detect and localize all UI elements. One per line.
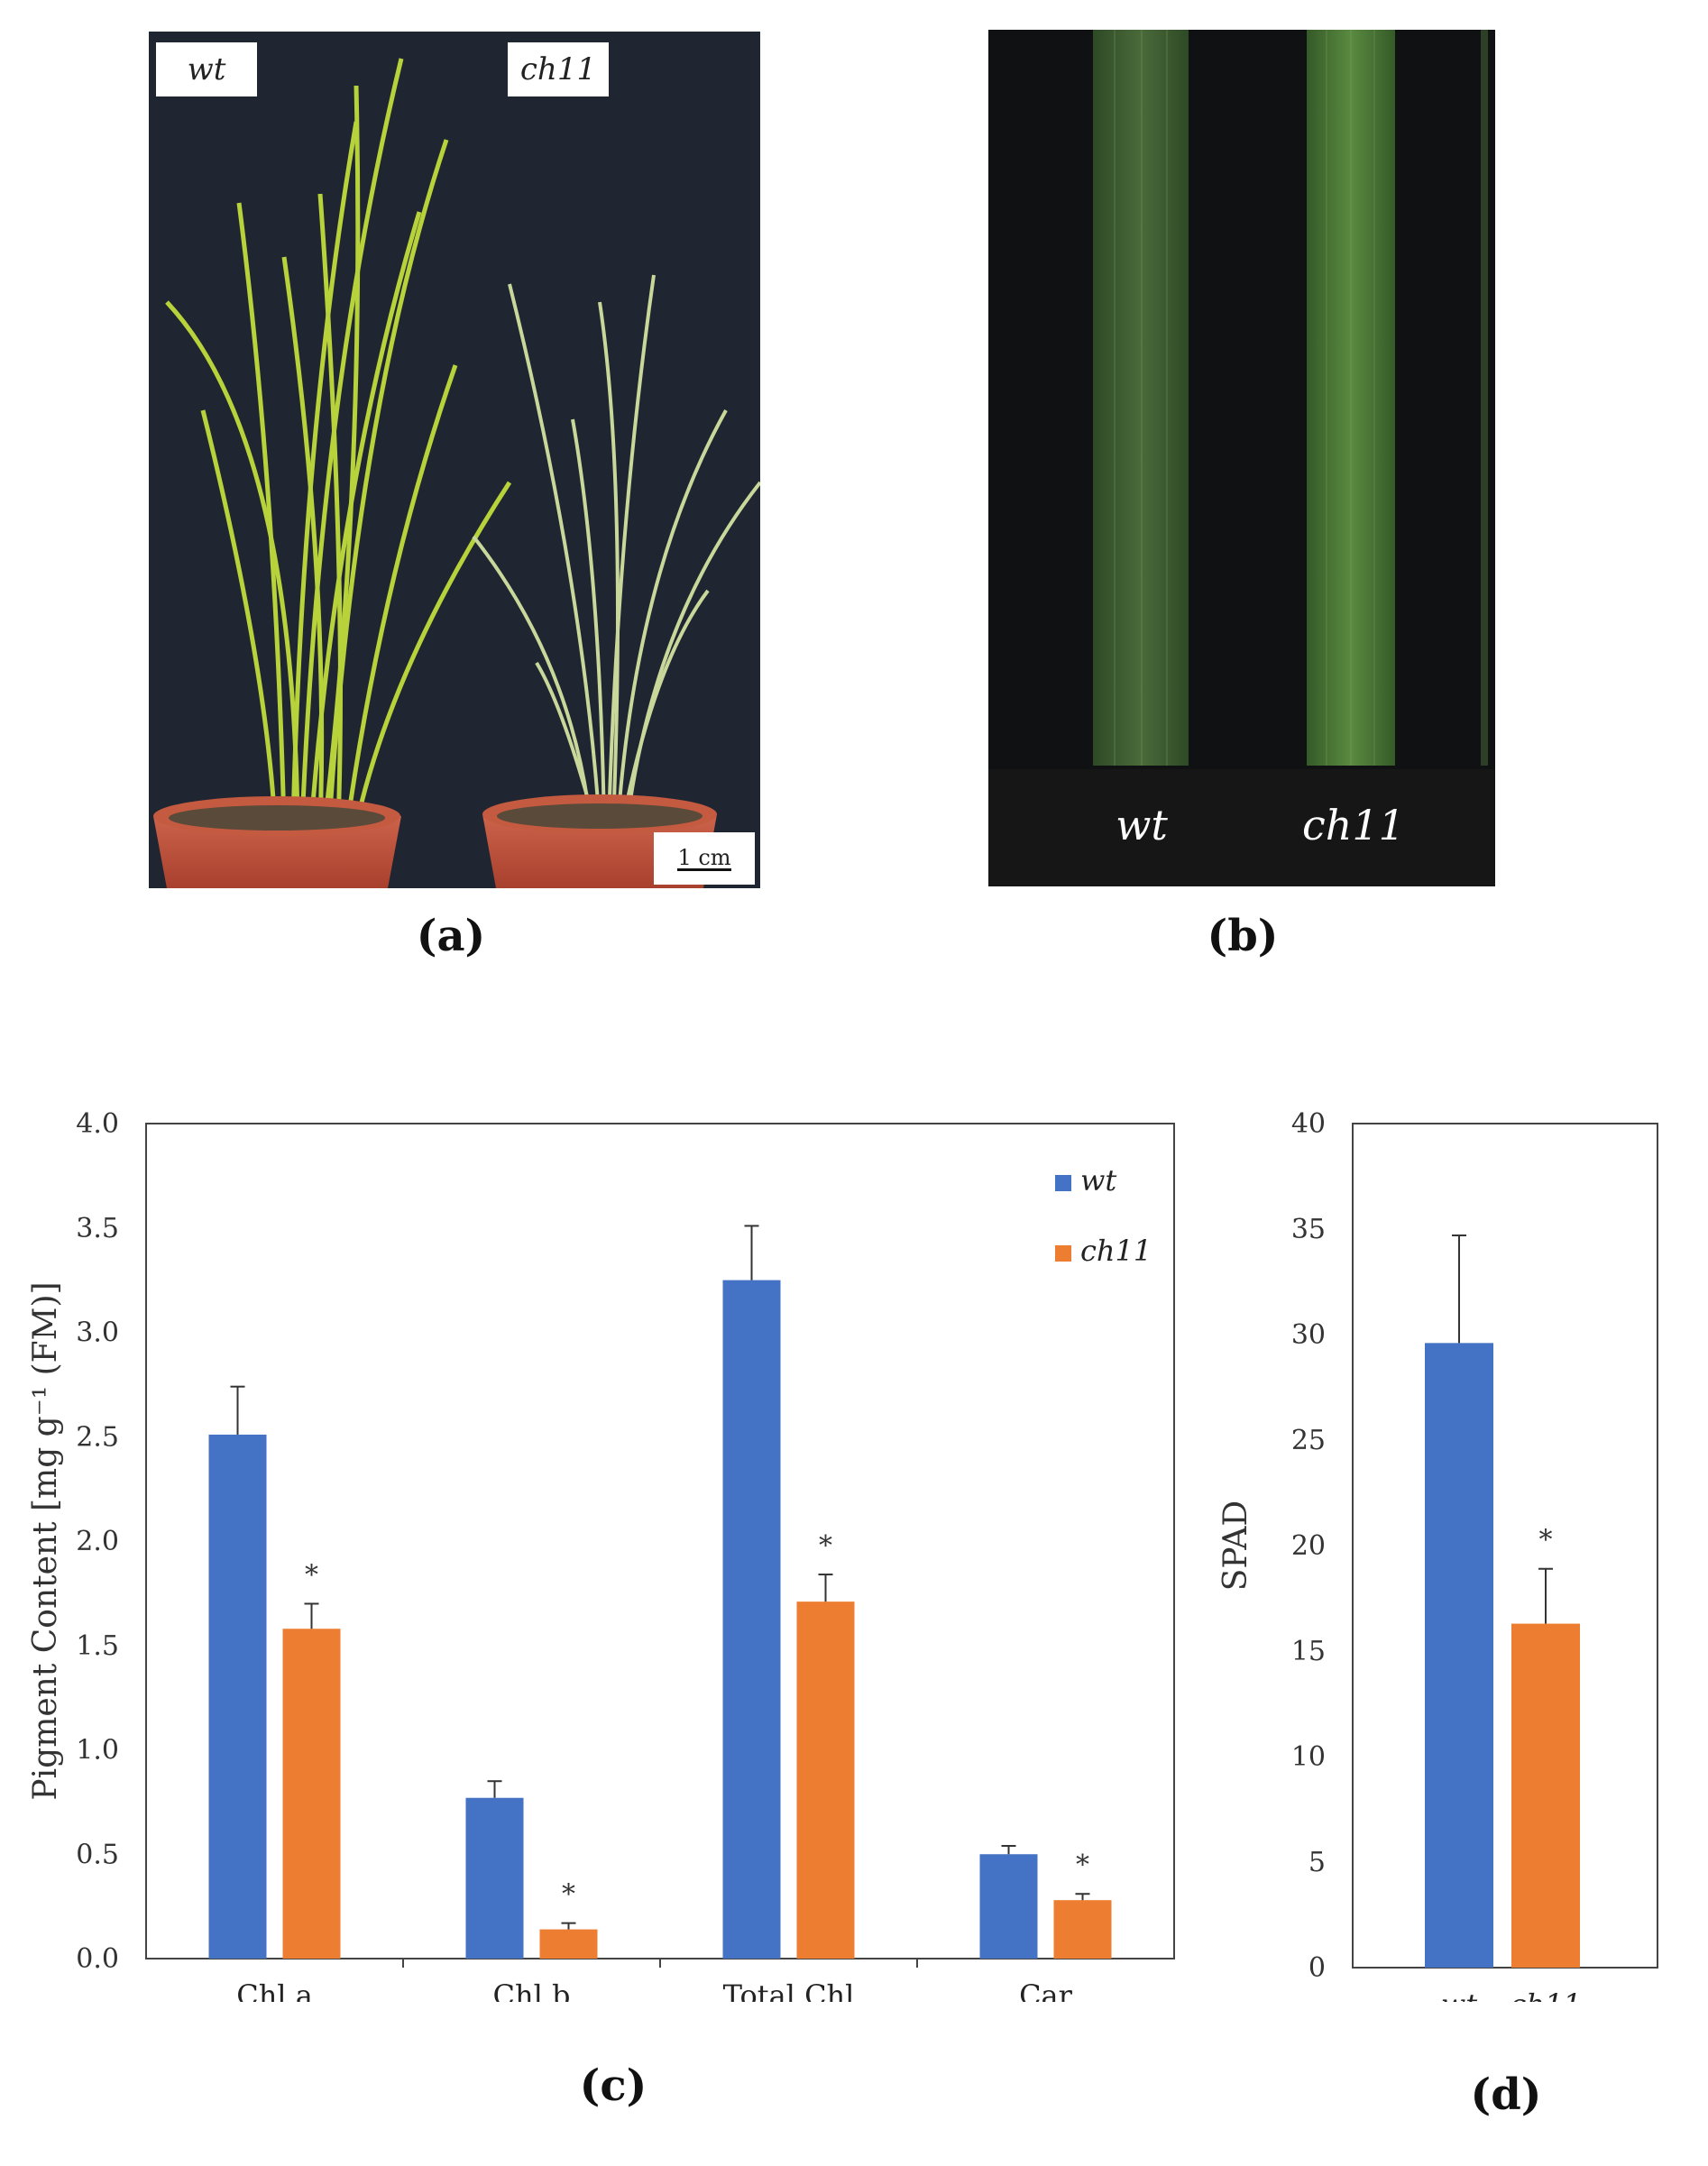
y-tick-label: 5 [1309, 1847, 1326, 1878]
y-tick-label: 35 [1291, 1214, 1326, 1245]
legend-label-ch11: ch11 [1080, 1234, 1152, 1268]
x-tick-label: Total Chl [723, 1978, 855, 2002]
y-tick-label: 4.0 [76, 1108, 119, 1140]
y-tick-label: 30 [1291, 1319, 1326, 1351]
panel-c-label: (c) [579, 2060, 647, 2111]
x-tick-label: Chl a [236, 1978, 313, 2002]
wt-tag: wt [156, 42, 257, 96]
panel-a-photo: wt ch11 1 cm [149, 32, 760, 888]
significance-marker: * [1076, 1849, 1089, 1881]
bar-ch11 [1053, 1900, 1112, 1959]
y-tick-label: 15 [1291, 1636, 1326, 1667]
panel-a-label: (a) [416, 911, 486, 961]
y-tick-label: 20 [1291, 1530, 1326, 1562]
y-tick-label: 0 [1309, 1952, 1326, 1984]
y-axis-label: Pigment Content [mg g⁻¹ (FM)] [27, 1281, 64, 1800]
bar-wt [1425, 1343, 1493, 1968]
legend-swatch-ch11 [1055, 1245, 1071, 1262]
bar-wt [465, 1797, 524, 1959]
spad-chart: 0 5 10 15 20 25 30 35 40 SPAD wt * ch11 [1217, 1108, 1658, 2002]
y-tick-label: 0.0 [76, 1943, 119, 1975]
ch11-plant [472, 274, 760, 826]
bar-wt [208, 1434, 267, 1959]
x-tick-label: Chl b [493, 1978, 571, 2002]
x-tick-label: wt [1441, 1987, 1477, 2002]
x-tick-label: ch11 [1510, 1987, 1581, 2002]
y-tick-label: 3.0 [76, 1317, 119, 1349]
legend-swatch-wt [1055, 1175, 1071, 1191]
y-tick-label: 1.5 [76, 1630, 119, 1662]
panel-b-photo: wt ch11 [988, 30, 1495, 886]
y-tick-label: 40 [1291, 1108, 1326, 1140]
x-tick-label: Car [1019, 1978, 1073, 2002]
y-tick-label: 25 [1291, 1425, 1326, 1456]
significance-marker: * [562, 1879, 575, 1911]
significance-marker: * [1539, 1525, 1553, 1556]
wt-leaf [1093, 30, 1189, 766]
pigment-content-chart: 0.0 0.5 1.0 1.5 2.0 2.5 3.0 3.5 4.0 Pigment Conte… [27, 1108, 1175, 2002]
panel-b-label: (b) [1207, 911, 1279, 961]
rice-plants-illustration [149, 32, 760, 888]
significance-marker: * [305, 1559, 318, 1591]
significance-marker: * [819, 1530, 832, 1562]
scale-bar: 1 cm [654, 832, 755, 885]
y-tick-label: 2.0 [76, 1526, 119, 1557]
leaf-blades-illustration [988, 30, 1495, 886]
y-axis-label: SPAD [1217, 1501, 1254, 1591]
wt-plant [165, 58, 512, 826]
ch11-leaf-label: ch11 [1302, 801, 1405, 849]
y-tick-label: 2.5 [76, 1421, 119, 1453]
y-tick-label: 10 [1291, 1741, 1326, 1773]
wt-leaf-label: wt [1116, 801, 1168, 849]
bar-ch11 [282, 1629, 341, 1959]
bar-wt [722, 1280, 781, 1959]
ch11-tag: ch11 [508, 42, 609, 96]
y-tick-label: 3.5 [76, 1213, 119, 1244]
plot-frame [1352, 1123, 1658, 1969]
bar-ch11 [539, 1929, 598, 1959]
y-tick-label: 0.5 [76, 1839, 119, 1870]
bar-ch11 [796, 1602, 855, 1959]
bar-wt [979, 1854, 1038, 1959]
bar-ch11 [1511, 1623, 1580, 1968]
scale-bar-label: 1 cm [677, 844, 731, 871]
panel-d-label: (d) [1470, 2070, 1542, 2120]
y-tick-label: 1.0 [76, 1735, 119, 1767]
legend-label-wt: wt [1080, 1163, 1116, 1198]
